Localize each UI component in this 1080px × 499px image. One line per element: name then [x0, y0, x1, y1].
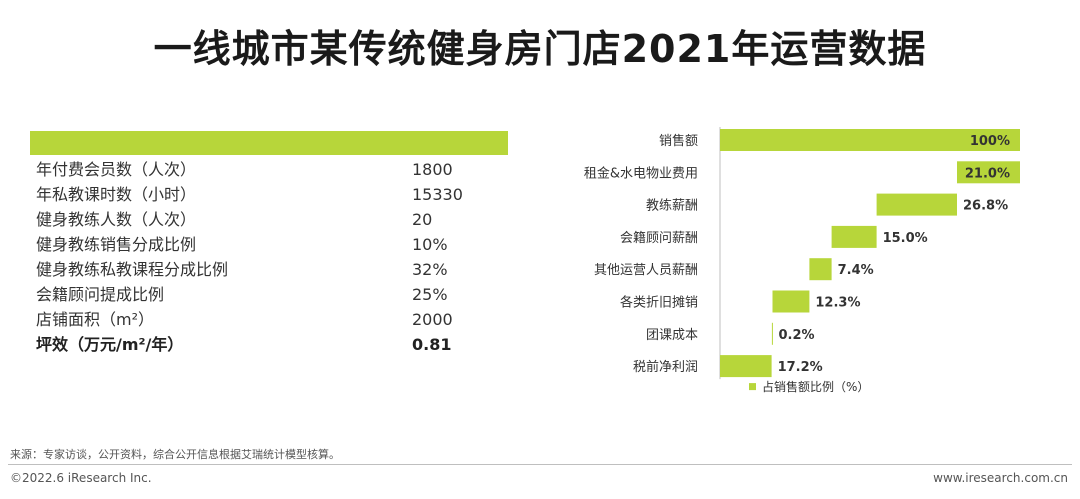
waterfall-bar	[772, 290, 810, 313]
value-label: 17.2%	[778, 360, 823, 375]
waterfall-bar	[720, 355, 772, 378]
value-label: 15.0%	[883, 231, 928, 246]
row-value: 20	[412, 210, 433, 229]
metrics-table: 年付费会员数（人次） 1800 年私教课时数（小时） 15330 健身教练人数（人次） 2…	[30, 131, 508, 357]
legend-label: 占销售额比例（%）	[762, 379, 869, 394]
row-label: 健身教练人数（人次）	[36, 210, 197, 229]
row-value: 2000	[412, 310, 453, 329]
table-row: 店铺面积（m²） 2000	[30, 307, 508, 332]
table-row: 年付费会员数（人次） 1800	[30, 157, 508, 182]
waterfall-bar	[831, 225, 877, 248]
waterfall-bar	[876, 193, 957, 216]
value-label: 21.0%	[965, 166, 1010, 181]
category-label: 税前净利润	[633, 359, 698, 375]
category-label: 团课成本	[646, 328, 698, 343]
page-title: 一线城市某传统健身房门店2021年运营数据	[153, 27, 927, 71]
row-label: 店铺面积（m²）	[36, 310, 155, 329]
table-row: 会籍顾问提成比例 25%	[30, 282, 508, 307]
table-row: 健身教练销售分成比例 10%	[30, 232, 508, 257]
row-value: 32%	[412, 260, 448, 279]
table-row: 年私教课时数（小时） 15330	[30, 182, 508, 207]
value-label: 26.8%	[963, 199, 1008, 214]
row-label: 年付费会员数（人次）	[36, 160, 197, 179]
value-label: 12.3%	[815, 296, 860, 311]
row-label: 会籍顾问提成比例	[36, 285, 165, 304]
table-header-bar	[30, 131, 508, 155]
row-value: 0.81	[412, 335, 452, 354]
website-link[interactable]: www.iresearch.com.cn	[933, 471, 1068, 485]
row-value: 25%	[412, 285, 448, 304]
row-label: 健身教练私教课程分成比例	[36, 260, 229, 279]
category-label: 会籍顾问薪酬	[620, 230, 698, 246]
table-row: 健身教练人数（人次） 20	[30, 207, 508, 232]
value-label: 7.4%	[838, 263, 874, 278]
category-label: 各类折旧摊销	[620, 295, 698, 311]
category-label: 其他运营人员薪酬	[594, 263, 698, 278]
waterfall-bar	[957, 161, 1020, 184]
table-body: 年付费会员数（人次） 1800 年私教课时数（小时） 15330 健身教练人数（人次） 2…	[30, 157, 508, 357]
row-value: 15330	[412, 185, 463, 204]
row-value: 10%	[412, 235, 448, 254]
row-label: 年私教课时数（小时）	[36, 185, 197, 204]
category-label: 教练薪酬	[646, 198, 698, 214]
row-label: 坪效（万元/m²/年）	[36, 335, 184, 354]
footer-divider	[8, 464, 1072, 465]
row-label: 健身教练销售分成比例	[36, 235, 197, 254]
value-label: 100%	[970, 134, 1010, 149]
table-row: 坪效（万元/m²/年） 0.81	[30, 332, 508, 357]
table-row: 健身教练私教课程分成比例 32%	[30, 257, 508, 282]
row-value: 1800	[412, 160, 453, 179]
copyright: ©2022.6 iResearch Inc.	[10, 471, 152, 485]
category-label: 销售额	[659, 133, 698, 149]
waterfall-bar	[809, 258, 832, 281]
category-label: 租金&水电物业费用	[584, 165, 698, 181]
waterfall-bar	[720, 129, 1020, 151]
waterfall-bar	[771, 322, 773, 345]
source-note: 来源：专家访谈，公开资料，综合公开信息根据艾瑞统计模型核算。	[10, 448, 340, 461]
value-label: 0.2%	[779, 328, 815, 343]
legend-swatch	[749, 383, 756, 391]
